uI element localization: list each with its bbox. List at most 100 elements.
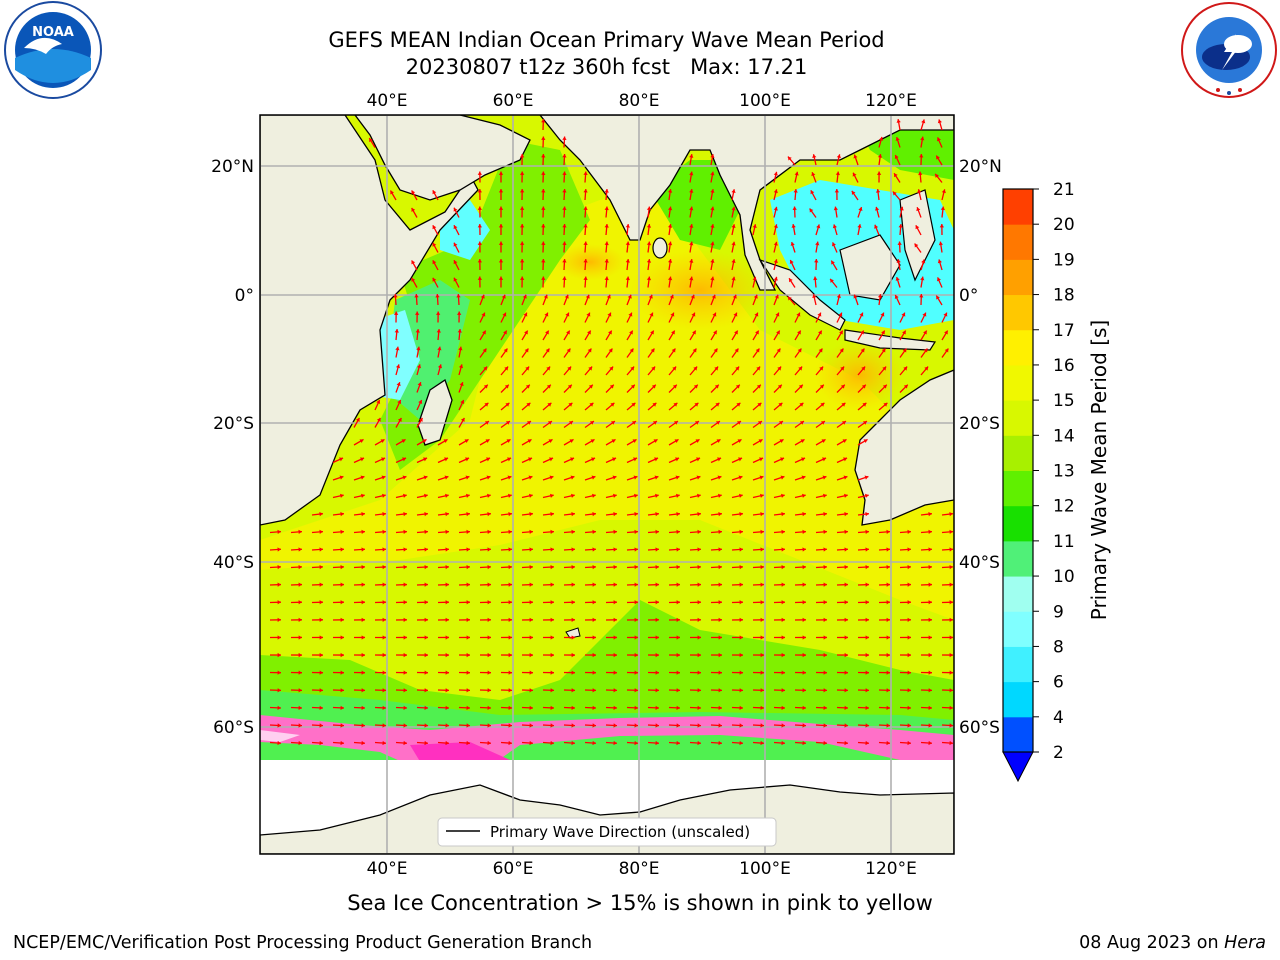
wave-arrow-head [628,312,633,317]
wave-arrow-head [504,366,509,371]
wave-arrow-head [809,208,814,213]
wave-arrow-head [592,582,596,587]
wave-arrow-head [823,688,827,693]
wave-arrow-head [634,688,638,693]
wave-arrow-head [802,529,806,535]
wave-arrow-head [797,348,802,353]
wave-arrow-head [340,511,344,517]
wave-arrow-head [445,547,449,552]
wave-arrow-head [520,206,525,210]
wave-arrow-head [773,206,778,211]
colorbar-cell [1003,470,1033,507]
footer-left: NCEP/EMC/Verification Post Processing Pr… [13,933,593,953]
wave-arrow-head [894,295,899,299]
wave-arrow-head [526,421,531,425]
wave-arrow-head [609,384,614,389]
colorbar-tick-label: 14 [1053,426,1075,446]
wave-arrow-head [864,475,869,480]
wave-arrow-head [818,330,822,335]
wave-arrow-head [550,740,554,746]
lon-label-bottom: 40°E [367,859,408,879]
wave-arrow-head [718,564,722,570]
wave-arrow-head [613,564,617,570]
wave-arrow-head [613,582,617,587]
wave-arrow-head [382,723,386,728]
wave-arrow-head [625,241,630,246]
wave-arrow-head [568,402,573,407]
footer-host: Hera [1224,933,1266,953]
wave-arrow-head [445,688,449,693]
wave-arrow-head [739,740,743,746]
wave-arrow-head [588,384,593,389]
wave-arrow-head [650,348,655,353]
wave-arrow-head [382,511,386,517]
wave-arrow-head [613,600,617,605]
wave-arrow-head [424,723,428,728]
wave-arrow-head [886,652,890,658]
wave-arrow-head [731,189,736,193]
wave-arrow-head [865,635,869,640]
wave-arrow-head [610,421,615,425]
wave-arrow-head [760,705,764,710]
wave-arrow-head [340,652,344,658]
wave-arrow-head [541,259,546,263]
wave-arrow-head [863,439,868,444]
borneo-land [839,234,901,301]
wave-arrow-head [739,723,743,728]
wave-arrow-head [734,348,739,353]
wave-arrow-head [857,224,862,228]
wave-arrow-head [844,670,848,675]
wave-arrow-head [571,635,575,640]
wave-arrow-head [802,600,806,605]
wave-arrow-head [583,259,588,263]
wave-arrow-head [571,652,575,658]
wave-arrow-head [445,529,449,535]
wave-arrow-head [928,617,932,623]
wave-arrow-head [655,529,659,535]
wave-arrow-head [415,311,420,315]
wave-arrow-head [487,511,491,517]
wave-arrow-head [604,276,609,281]
wave-arrow-head [781,582,785,587]
wave-direction-arrows [269,118,954,746]
wave-arrow-head [583,206,588,211]
wave-arrow-head [943,312,948,317]
wave-arrow-head [361,547,365,552]
wave-arrow-head [675,475,680,480]
wave-arrow-head [823,652,827,658]
wave-arrow-head [436,329,441,333]
wave-arrow-head [928,740,932,746]
wave-arrow-head [571,723,575,728]
wave-arrow-head [861,366,866,371]
lat-label-right: 0° [959,286,978,306]
wave-arrow-head [445,617,449,623]
wave-arrow-head [464,439,469,444]
wave-arrow-head [739,511,743,517]
wave-arrow-head [790,242,795,246]
map-panel [260,115,954,854]
wave-arrow-head [607,312,612,317]
wave-arrow-head [466,740,470,746]
wave-arrow-head [844,582,848,587]
wave-arrow-head [789,260,794,264]
wave-arrow-head [836,294,841,299]
wave-arrow-head [466,670,470,675]
wave-arrow-head [882,384,887,389]
wave-arrow-head [562,241,567,246]
wave-arrow-head [928,511,932,517]
wave-arrow-head [545,348,550,353]
wave-arrow-head [376,417,381,422]
wave-arrow-head [571,511,575,517]
wave-arrow-head [833,206,838,211]
wave-arrow-head [612,475,617,480]
wave-arrow-head [453,207,458,212]
wave-arrow-head [676,511,680,517]
wave-arrow-head [520,171,525,175]
wave-arrow-head [484,421,489,425]
wave-arrow-head [634,582,638,587]
wave-arrow-head [949,600,953,605]
wave-arrow-head [504,384,509,389]
wave-arrow-head [487,670,491,675]
wave-arrow-head [760,652,764,658]
wave-arrow-head [802,511,806,517]
